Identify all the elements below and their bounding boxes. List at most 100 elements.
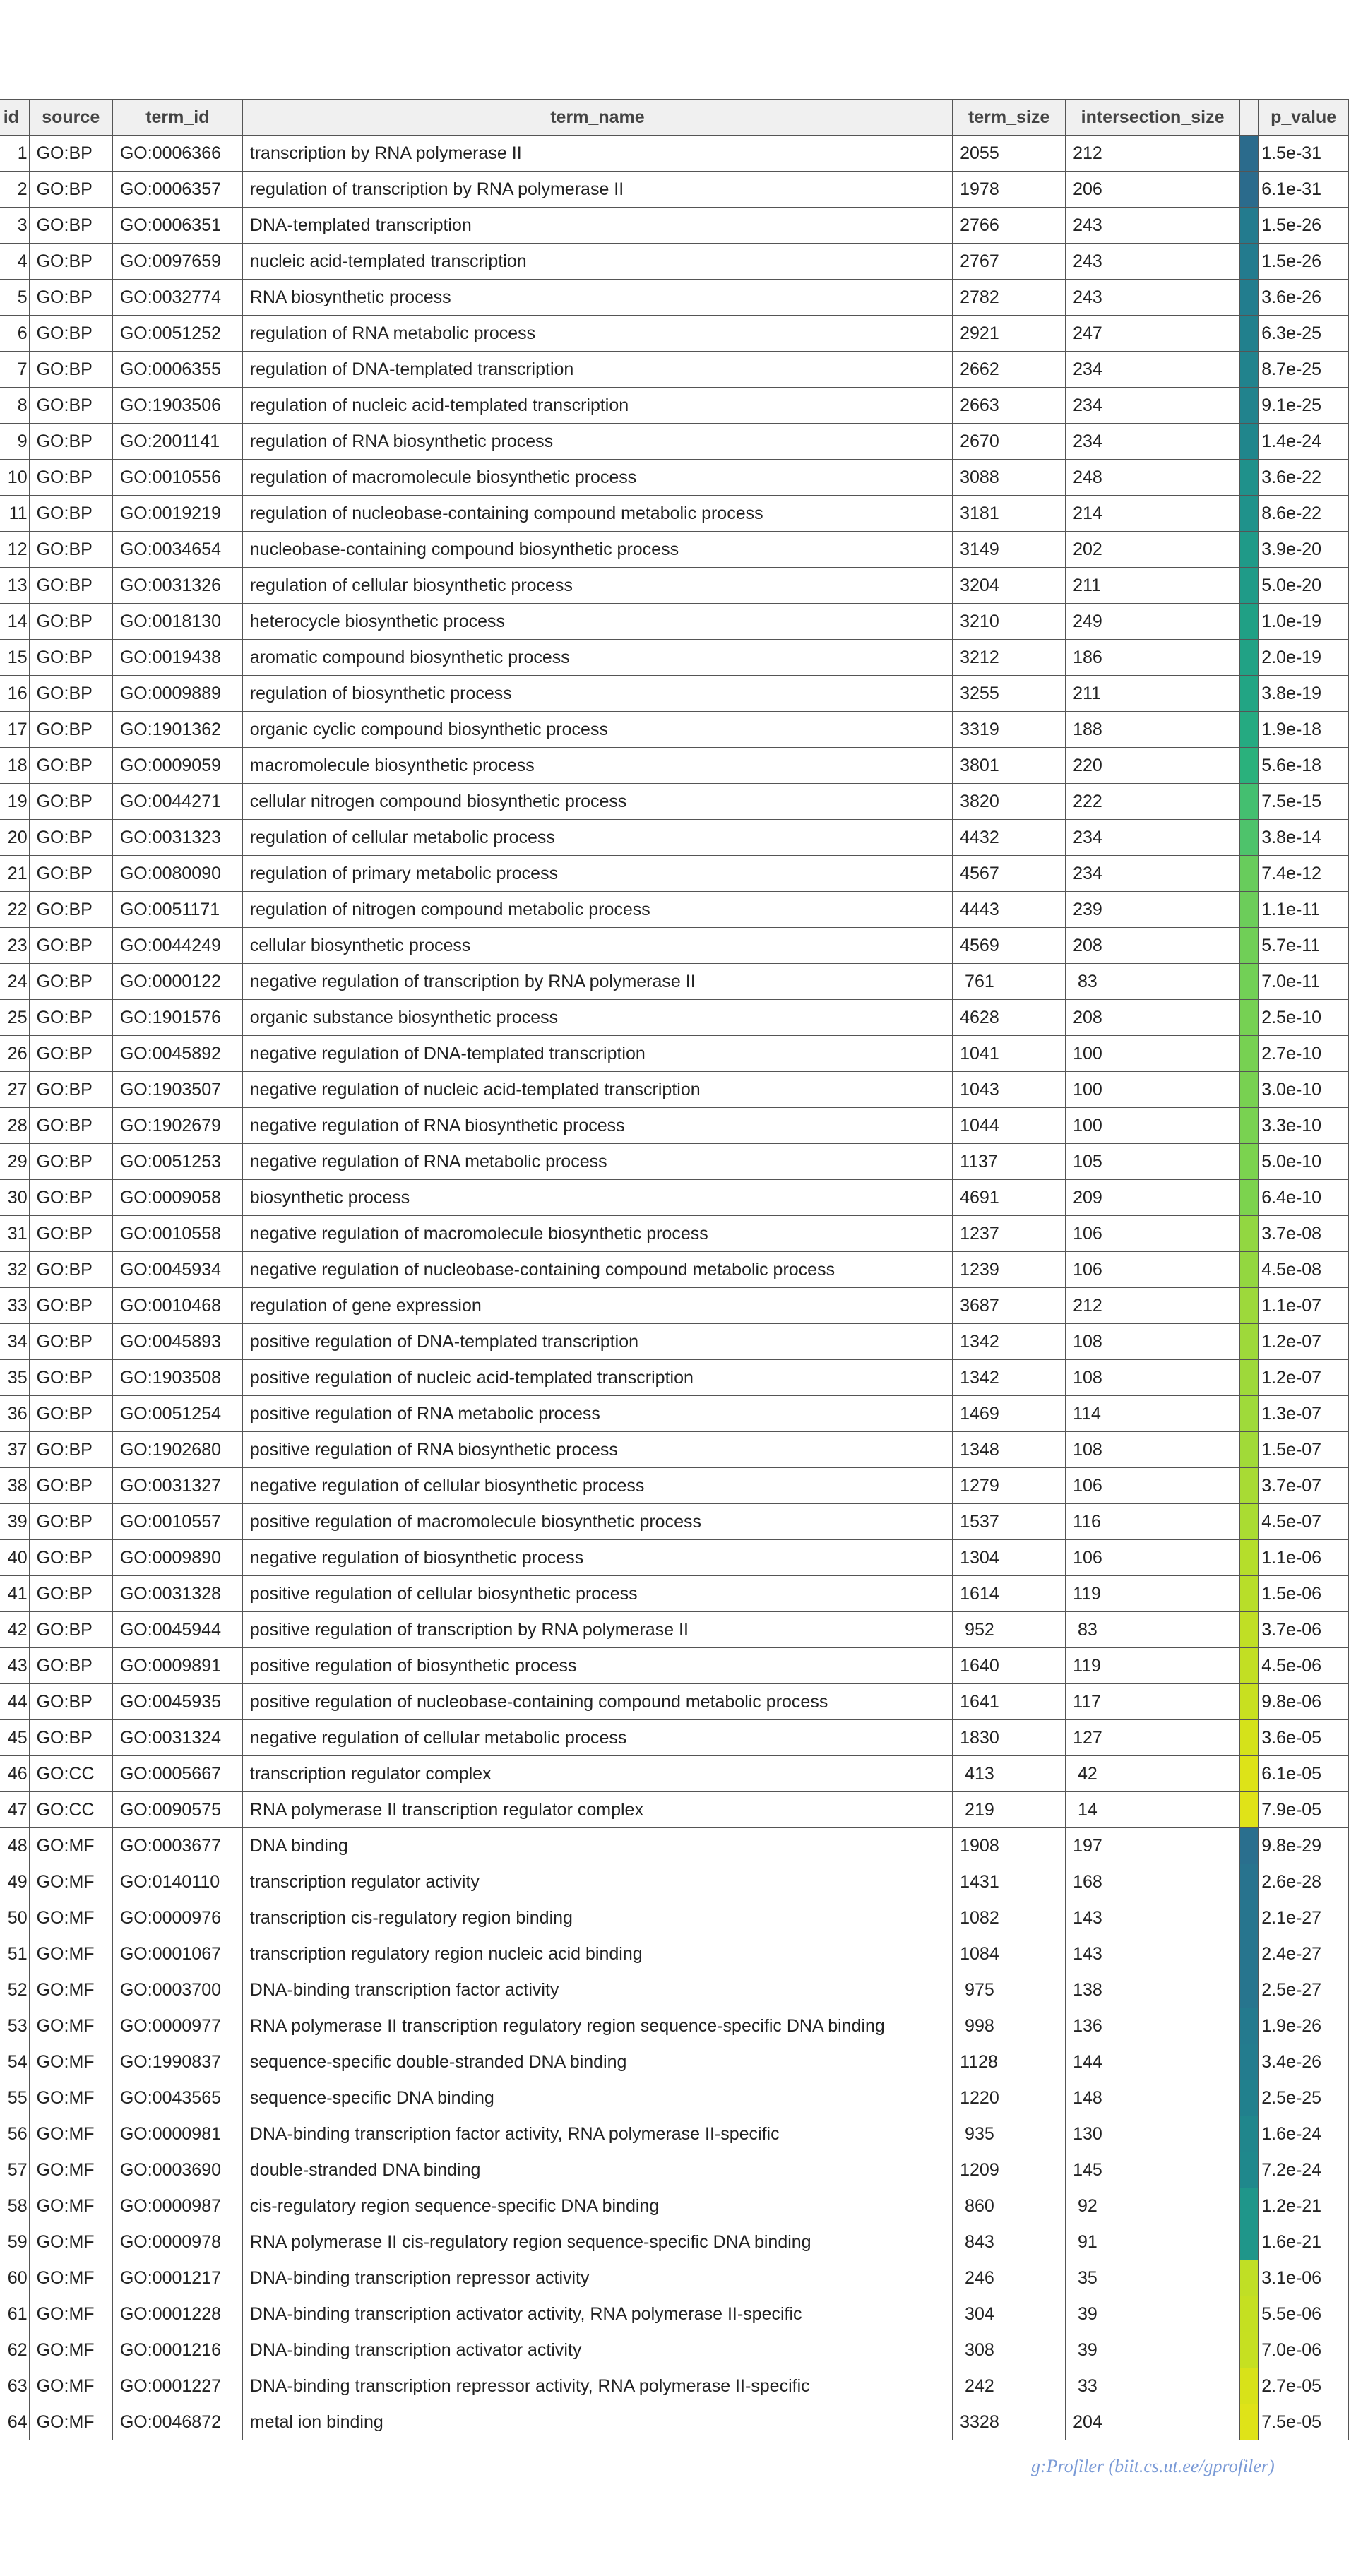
col-header-term-id[interactable]: term_id (112, 99, 243, 136)
cell-term-id: GO:0010556 (112, 459, 243, 496)
col-header-source[interactable]: source (28, 99, 113, 136)
table-row[interactable]: 50 GO:MF GO:0000976 transcription cis-regul… (0, 1900, 1349, 1936)
table-row[interactable]: 62 GO:MF GO:0001216 DNA-binding transcripti… (0, 2332, 1349, 2368)
table-row[interactable]: 10 GO:BP GO:0010556 regulation of macromole… (0, 459, 1349, 496)
table-row[interactable]: 33 GO:BP GO:0010468 regulation of gene expr… (0, 1287, 1349, 1324)
cell-id: 5 (0, 279, 30, 316)
table-row[interactable]: 18 GO:BP GO:0009059 macromolecule biosynthe… (0, 747, 1349, 784)
cell-p-value: 9.8e-06 (1258, 1683, 1349, 1720)
cell-color (1239, 1827, 1259, 1864)
table-row[interactable]: 52 GO:MF GO:0003700 DNA-binding transcripti… (0, 1972, 1349, 2008)
table-row[interactable]: 57 GO:MF GO:0003690 double-stranded DNA bin… (0, 2152, 1349, 2188)
table-row[interactable]: 3 GO:BP GO:0006351 DNA-templated transcript… (0, 207, 1349, 244)
col-header-term-name[interactable]: term_name (242, 99, 953, 136)
table-row[interactable]: 34 GO:BP GO:0045893 positive regulation of … (0, 1323, 1349, 1360)
table-row[interactable]: 53 GO:MF GO:0000977 RNA polymerase II trans… (0, 2008, 1349, 2044)
table-row[interactable]: 64 GO:MF GO:0046872 metal ion binding 3328 20… (0, 2404, 1349, 2440)
col-header-p-value[interactable]: p_value (1258, 99, 1349, 136)
cell-term-id: GO:1902680 (112, 1431, 243, 1468)
table-row[interactable]: 9 GO:BP GO:2001141 regulation of RNA biosyn… (0, 423, 1349, 460)
cell-intersection-size: 234 (1065, 819, 1241, 856)
table-row[interactable]: 42 GO:BP GO:0045944 positive regulation of … (0, 1611, 1349, 1648)
table-header-row: id source term_id term_name term_size in… (0, 99, 1349, 136)
table-row[interactable]: 47 GO:CC GO:0090575 RNA polymerase II trans… (0, 1791, 1349, 1828)
table-row[interactable]: 48 GO:MF GO:0003677 DNA binding 1908 197 9.8e-… (0, 1827, 1349, 1864)
cell-id: 34 (0, 1323, 30, 1360)
table-row[interactable]: 28 GO:BP GO:1902679 negative regulation of … (0, 1107, 1349, 1144)
cell-term-id: GO:0001067 (112, 1936, 243, 1972)
col-header-id[interactable]: id (0, 99, 30, 136)
table-row[interactable]: 49 GO:MF GO:0140110 transcription regulator… (0, 1864, 1349, 1900)
table-row[interactable]: 51 GO:MF GO:0001067 transcription regulator… (0, 1936, 1349, 1972)
cell-intersection-size: 208 (1065, 927, 1241, 964)
cell-color (1239, 1179, 1259, 1216)
table-row[interactable]: 31 GO:BP GO:0010558 negative regulation of … (0, 1215, 1349, 1252)
table-row[interactable]: 56 GO:MF GO:0000981 DNA-binding transcripti… (0, 2116, 1349, 2152)
table-row[interactable]: 14 GO:BP GO:0018130 heterocycle biosyntheti… (0, 603, 1349, 640)
table-row[interactable]: 20 GO:BP GO:0031323 regulation of cellular … (0, 819, 1349, 856)
table-row[interactable]: 2 GO:BP GO:0006357 regulation of transcript… (0, 171, 1349, 208)
table-row[interactable]: 41 GO:BP GO:0031328 positive regulation of … (0, 1575, 1349, 1612)
table-row[interactable]: 26 GO:BP GO:0045892 negative regulation of … (0, 1035, 1349, 1072)
table-row[interactable]: 19 GO:BP GO:0044271 cellular nitrogen compo… (0, 783, 1349, 820)
table-row[interactable]: 17 GO:BP GO:1901362 organic cyclic compound… (0, 711, 1349, 748)
cell-source: GO:MF (28, 2404, 113, 2440)
table-row[interactable]: 12 GO:BP GO:0034654 nucleobase-containing c… (0, 531, 1349, 568)
table-row[interactable]: 40 GO:BP GO:0009890 negative regulation of … (0, 1539, 1349, 1576)
cell-term-name: negative regulation of nucleic acid-temp… (242, 1071, 953, 1108)
significance-color-swatch (1240, 2332, 1258, 2368)
table-row[interactable]: 55 GO:MF GO:0043565 sequence-specific DNA b… (0, 2080, 1349, 2116)
table-row[interactable]: 23 GO:BP GO:0044249 cellular biosynthetic p… (0, 927, 1349, 964)
table-row[interactable]: 4 GO:BP GO:0097659 nucleic acid-templated t… (0, 243, 1349, 280)
table-row[interactable]: 27 GO:BP GO:1903507 negative regulation of … (0, 1071, 1349, 1108)
table-row[interactable]: 15 GO:BP GO:0019438 aromatic compound biosy… (0, 639, 1349, 676)
cell-color (1239, 927, 1259, 964)
table-row[interactable]: 6 GO:BP GO:0051252 regulation of RNA metabo… (0, 315, 1349, 352)
cell-id: 38 (0, 1467, 30, 1504)
table-row[interactable]: 30 GO:BP GO:0009058 biosynthetic process 469… (0, 1179, 1349, 1216)
table-row[interactable]: 7 GO:BP GO:0006355 regulation of DNA-templa… (0, 351, 1349, 388)
table-row[interactable]: 22 GO:BP GO:0051171 regulation of nitrogen … (0, 891, 1349, 928)
table-row[interactable]: 59 GO:MF GO:0000978 RNA polymerase II cis-r… (0, 2224, 1349, 2260)
table-row[interactable]: 16 GO:BP GO:0009889 regulation of biosynthe… (0, 675, 1349, 712)
table-row[interactable]: 58 GO:MF GO:0000987 cis-regulatory region s… (0, 2188, 1349, 2224)
table-row[interactable]: 1 GO:BP GO:0006366 transcription by RNA pol… (0, 135, 1349, 172)
cell-intersection-size: 243 (1065, 207, 1241, 244)
col-header-intersection-size[interactable]: intersection_size (1065, 99, 1241, 136)
cell-term-size: 413 (952, 1755, 1066, 1792)
table-row[interactable]: 25 GO:BP GO:1901576 organic substance biosy… (0, 999, 1349, 1036)
table-row[interactable]: 61 GO:MF GO:0001228 DNA-binding transcripti… (0, 2296, 1349, 2332)
table-row[interactable]: 5 GO:BP GO:0032774 RNA biosynthetic process… (0, 279, 1349, 316)
table-row[interactable]: 35 GO:BP GO:1903508 positive regulation of … (0, 1359, 1349, 1396)
table-row[interactable]: 39 GO:BP GO:0010557 positive regulation of … (0, 1503, 1349, 1540)
table-row[interactable]: 37 GO:BP GO:1902680 positive regulation of … (0, 1431, 1349, 1468)
table-row[interactable]: 8 GO:BP GO:1903506 regulation of nucleic ac… (0, 387, 1349, 424)
cell-term-name: regulation of nucleobase-containing comp… (242, 495, 953, 532)
cell-color (1239, 495, 1259, 532)
cell-term-name: negative regulation of RNA metabolic pro… (242, 1143, 953, 1180)
cell-id: 57 (0, 2152, 30, 2188)
significance-color-swatch (1240, 1972, 1258, 2008)
col-header-term-size[interactable]: term_size (952, 99, 1066, 136)
table-row[interactable]: 45 GO:BP GO:0031324 negative regulation of … (0, 1719, 1349, 1756)
table-row[interactable]: 63 GO:MF GO:0001227 DNA-binding transcripti… (0, 2368, 1349, 2404)
cell-source: GO:BP (28, 783, 113, 820)
table-row[interactable]: 21 GO:BP GO:0080090 regulation of primary m… (0, 855, 1349, 892)
table-row[interactable]: 38 GO:BP GO:0031327 negative regulation of … (0, 1467, 1349, 1504)
table-row[interactable]: 60 GO:MF GO:0001217 DNA-binding transcripti… (0, 2260, 1349, 2296)
table-row[interactable]: 44 GO:BP GO:0045935 positive regulation of … (0, 1683, 1349, 1720)
cell-term-name: negative regulation of nucleobase-contai… (242, 1251, 953, 1288)
table-row[interactable]: 11 GO:BP GO:0019219 regulation of nucleobas… (0, 495, 1349, 532)
cell-term-size: 2670 (952, 423, 1066, 460)
table-row[interactable]: 36 GO:BP GO:0051254 positive regulation of … (0, 1395, 1349, 1432)
table-row[interactable]: 24 GO:BP GO:0000122 negative regulation of … (0, 963, 1349, 1000)
table-row[interactable]: 43 GO:BP GO:0009891 positive regulation of … (0, 1647, 1349, 1684)
table-row[interactable]: 54 GO:MF GO:1990837 sequence-specific doubl… (0, 2044, 1349, 2080)
table-row[interactable]: 32 GO:BP GO:0045934 negative regulation of … (0, 1251, 1349, 1288)
table-row[interactable]: 13 GO:BP GO:0031326 regulation of cellular … (0, 567, 1349, 604)
cell-p-value: 7.5e-15 (1258, 783, 1349, 820)
significance-color-swatch (1240, 1324, 1258, 1359)
table-row[interactable]: 46 GO:CC GO:0005667 transcription regulator… (0, 1755, 1349, 1792)
cell-p-value: 1.5e-06 (1258, 1575, 1349, 1612)
table-row[interactable]: 29 GO:BP GO:0051253 negative regulation of … (0, 1143, 1349, 1180)
